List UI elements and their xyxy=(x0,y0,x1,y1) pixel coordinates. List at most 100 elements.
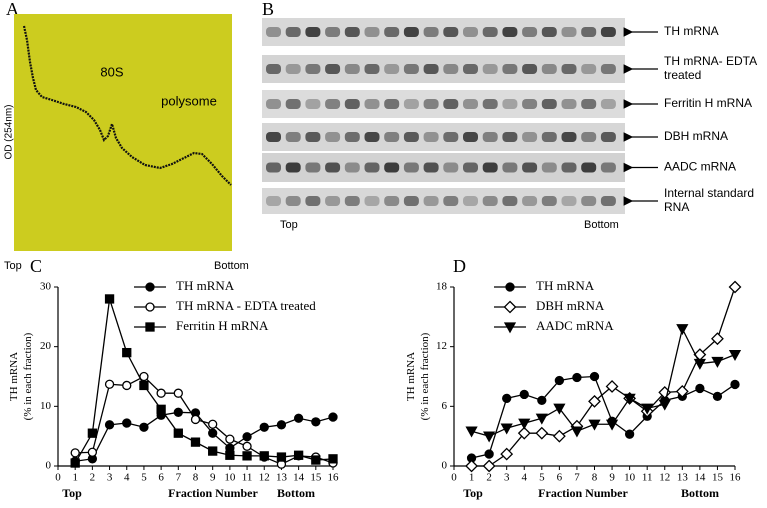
band xyxy=(344,132,360,142)
band xyxy=(325,196,341,206)
point xyxy=(242,432,252,442)
x-tick-label: 0 xyxy=(55,472,61,484)
band xyxy=(364,64,380,74)
point xyxy=(519,389,529,400)
row-label: Ferritin H mRNA xyxy=(664,96,752,110)
band xyxy=(384,132,400,142)
band xyxy=(305,64,321,74)
x-end-label: Bottom xyxy=(214,260,249,272)
band xyxy=(463,196,478,206)
point xyxy=(537,395,547,406)
y-tick-label: 10 xyxy=(40,400,52,412)
point xyxy=(624,429,635,439)
band xyxy=(285,64,301,74)
band xyxy=(600,196,616,206)
point xyxy=(173,407,183,417)
band xyxy=(384,64,400,74)
point xyxy=(122,380,132,391)
point xyxy=(293,413,304,423)
point xyxy=(518,418,531,430)
x-tick-label: 1 xyxy=(72,472,78,484)
annotation: polysome xyxy=(161,93,217,108)
row-label: TH mRNA xyxy=(664,24,719,38)
band xyxy=(266,99,281,109)
point xyxy=(554,375,565,386)
x-tick-label: 13 xyxy=(677,472,689,484)
band xyxy=(541,64,557,74)
y-tick-label: 18 xyxy=(436,281,448,293)
x-tick-label: 14 xyxy=(694,472,706,484)
band xyxy=(522,132,538,142)
x-tick-label: 6 xyxy=(158,472,164,484)
trace-background xyxy=(14,14,232,251)
y-tick-label: 6 xyxy=(442,400,448,412)
band xyxy=(384,196,400,206)
point xyxy=(675,384,689,398)
point xyxy=(693,358,706,370)
band xyxy=(266,132,281,142)
panel-label: C xyxy=(30,256,42,276)
band xyxy=(285,196,301,206)
point xyxy=(482,459,496,473)
band xyxy=(502,99,518,109)
point xyxy=(70,448,80,458)
x-tick-label: 7 xyxy=(574,472,580,484)
x-end-label: Bottom xyxy=(584,219,619,231)
band xyxy=(600,132,616,142)
band xyxy=(423,132,439,142)
band xyxy=(541,27,557,37)
band xyxy=(581,99,597,109)
point xyxy=(711,332,724,346)
point xyxy=(259,422,269,432)
band xyxy=(600,162,616,173)
point xyxy=(552,429,566,443)
x-tick-label: 3 xyxy=(504,472,510,484)
y-axis-label: TH mRNA (% in each fraction) xyxy=(405,332,431,420)
point xyxy=(502,393,512,404)
band xyxy=(403,27,419,37)
band xyxy=(522,162,538,173)
legend-label: TH mRNA - EDTA treated xyxy=(176,298,316,313)
point xyxy=(605,419,619,431)
legend-marker xyxy=(145,322,155,332)
y-axis-label-line: (% in each fraction) xyxy=(22,332,34,420)
band xyxy=(581,64,597,74)
y-axis-label: TH mRNA (% in each fraction) xyxy=(8,332,34,420)
band xyxy=(502,162,518,173)
point xyxy=(242,451,252,461)
row-label: RNA xyxy=(664,200,689,214)
band xyxy=(561,132,577,142)
band xyxy=(502,196,518,206)
x-tick-label: 4 xyxy=(124,472,130,484)
band xyxy=(423,162,439,173)
x-tick-label: 10 xyxy=(624,472,636,484)
row-label: TH mRNA- EDTA xyxy=(664,54,757,68)
point xyxy=(465,426,478,438)
band xyxy=(325,27,341,37)
band xyxy=(285,132,301,142)
legend-marker xyxy=(145,282,155,292)
legend-marker xyxy=(503,322,517,334)
band xyxy=(522,99,538,109)
band xyxy=(581,27,597,37)
point xyxy=(517,426,531,440)
point xyxy=(588,394,601,408)
x-tick-label: 13 xyxy=(276,472,288,484)
band xyxy=(581,132,597,142)
band xyxy=(600,64,616,74)
band xyxy=(403,99,419,109)
point xyxy=(225,434,235,444)
x-tick-label: 5 xyxy=(539,472,545,484)
x-tick-label: 14 xyxy=(293,472,305,484)
x-tick-label: 6 xyxy=(557,472,563,484)
band xyxy=(403,162,419,173)
blot xyxy=(262,18,625,214)
band xyxy=(482,196,498,206)
band xyxy=(344,196,360,206)
y-axis-label-line: (% in each fraction) xyxy=(419,332,431,420)
band xyxy=(443,196,459,206)
point xyxy=(328,454,338,464)
band xyxy=(384,27,400,37)
point xyxy=(589,371,600,382)
